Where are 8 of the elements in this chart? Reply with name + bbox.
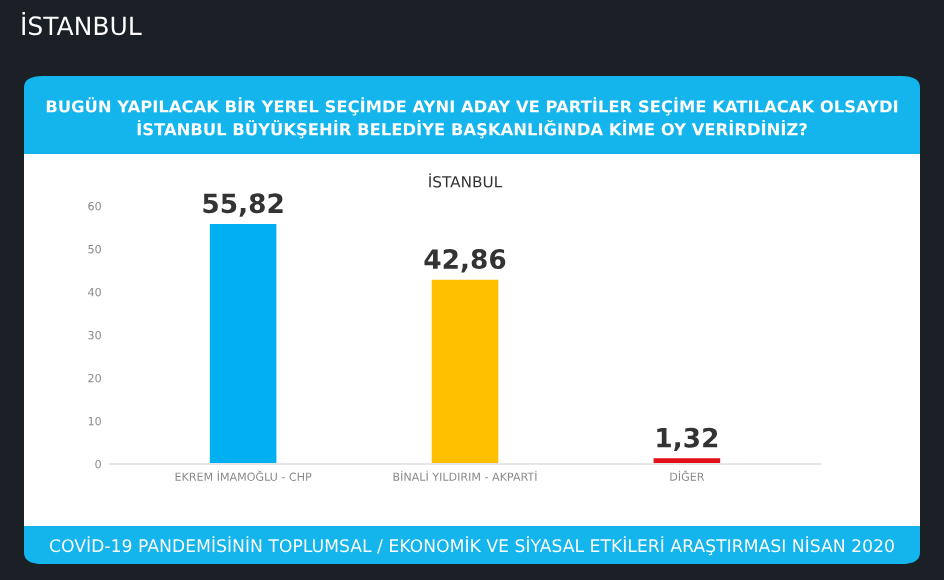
data-label: 55,82 bbox=[203, 193, 283, 217]
bar bbox=[209, 223, 277, 464]
data-label: 42,86 bbox=[424, 249, 506, 273]
chart-title: BUGÜN YAPILACAK BİR YEREL SEÇİMDE AYNI ADAY VE PARTİLER SEÇİME KATILACAK OLSAYDI İSTANBUL BÜYÜKŞEHİR BELEDİYE BAŞKANLIĞINDA KİME OY VERİRDİNİZ? bbox=[46, 97, 898, 139]
bar bbox=[431, 279, 499, 464]
text: COVİD-19 PANDEMİSİNİN TOPLUMSAL / EKONOMİK VE SİYASAL ETKİLERİ ARAŞTIRMASI NİSAN 2020 bbox=[49, 536, 894, 556]
data-label: 1,32 bbox=[657, 427, 718, 452]
text: İSTANBUL bbox=[22, 12, 142, 36]
